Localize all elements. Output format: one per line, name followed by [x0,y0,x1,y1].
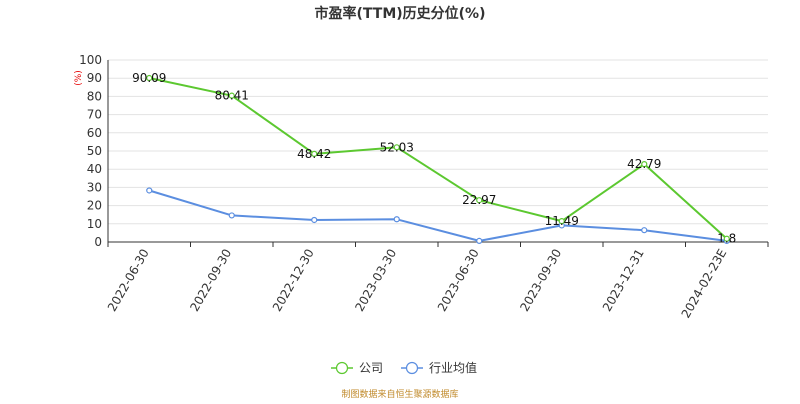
data-label: 42.79 [627,157,661,171]
data-point [476,237,483,245]
legend-marker [335,361,349,375]
data-point [641,161,648,168]
x-tick-label: 2023-06-30 [435,247,482,314]
data-label: 22.97 [462,193,496,207]
axis-layer: 0 10 20 30 40 50 60 70 80 90 100 2022-06-30 2022-09-… [79,53,769,321]
source-note: 制图数据来自恒生聚源数据库 [341,388,458,400]
legend-label: 行业均值 [429,360,477,375]
data-label: 1.8 [717,232,736,246]
data-label: 90.09 [132,71,166,85]
data-point [476,197,483,204]
y-tick-label: 0 [94,235,102,249]
data-point [393,144,400,151]
x-tick-label: 2022-12-30 [270,247,317,314]
x-tick-label: 2023-12-31 [600,247,647,314]
legend: 公司 行业均值 [331,360,477,375]
x-tick-label: 2022-09-30 [187,247,234,314]
data-point [311,150,318,157]
data-point [228,92,235,99]
y-tick-label: 80 [87,89,102,103]
x-tick-label: 2024-02-23E [679,247,730,321]
y-tick-label: 70 [87,108,102,122]
data-point [641,227,648,234]
series-line [149,77,728,240]
data-point [146,74,153,82]
y-axis-unit: (%) [74,70,84,86]
legend-marker [405,361,419,375]
grid-layer [108,59,768,225]
y-tick-label: 90 [87,71,102,85]
data-point [228,212,235,219]
data-point [393,216,400,223]
y-tick-label: 30 [87,180,102,194]
x-tick-label: 2023-09-30 [517,247,564,314]
data-label: 80.41 [215,89,249,103]
series-line [149,189,727,242]
y-tick-label: 10 [87,217,102,231]
data-point [558,217,565,225]
y-tick-label: 20 [87,199,102,213]
chart-title: 市盈率(TTM)历史分位(%) [315,5,486,22]
data-label: 11.49 [545,214,579,228]
series-layer [146,74,730,245]
y-tick-label: 50 [87,144,102,158]
data-point [146,187,153,194]
data-label: 52.03 [380,140,414,154]
x-tick-label: 2023-03-30 [352,247,399,314]
data-point [723,235,730,242]
data-point [311,216,318,224]
legend-label: 公司 [359,361,383,375]
y-tick-label: 60 [87,126,102,140]
data-label: 48.42 [297,147,331,161]
y-tick-label: 100 [79,53,102,67]
y-tick-label: 40 [87,162,102,176]
data-label-layer: 90.09 80.41 48.42 52.03 22.97 11.49 42.79 1.8 [132,71,736,246]
x-tick-label: 2022-06-30 [105,247,152,314]
